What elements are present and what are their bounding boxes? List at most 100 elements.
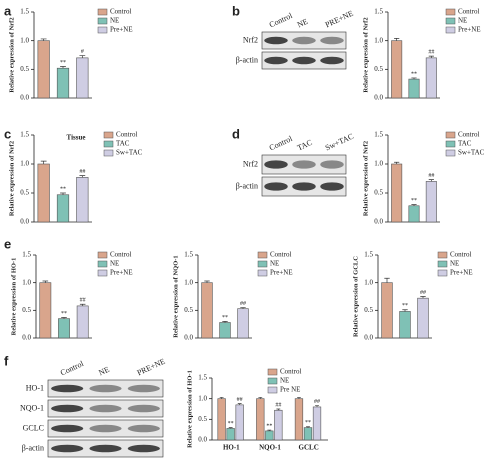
- bar: [391, 40, 403, 99]
- error-bar: [402, 309, 408, 312]
- bar: [56, 67, 70, 99]
- significance-label: ##: [428, 50, 434, 56]
- y-axis-label: Relative expression of Nrf2: [8, 17, 15, 92]
- error-bar: [267, 429, 272, 431]
- y-axis-label: Relative expression of Nrf2: [8, 141, 15, 216]
- legend-swatch: [437, 251, 448, 259]
- error-bar: [297, 397, 301, 399]
- significance-label: **: [60, 186, 66, 192]
- blot-band: [292, 36, 316, 45]
- legend-swatch: [97, 260, 108, 268]
- blot-band: [51, 404, 84, 413]
- error-bar: [228, 427, 233, 429]
- legend-label: Control: [110, 251, 131, 259]
- legend-swatch: [267, 386, 278, 394]
- panel-label: e: [4, 236, 11, 251]
- legend-label: Pre+NE: [110, 26, 133, 34]
- y-axis-label: Relative expression of Nrf2: [362, 17, 369, 92]
- significance-label: ##: [79, 169, 85, 175]
- y-tick-label: 1.0: [20, 36, 29, 44]
- error-bar: [60, 66, 66, 69]
- significance-label: **: [266, 423, 272, 429]
- error-bar: [420, 296, 426, 299]
- bar: [76, 57, 89, 99]
- legend-label: NE: [458, 17, 467, 25]
- bar: [217, 398, 226, 441]
- significance-label: **: [228, 421, 234, 427]
- significance-label: **: [60, 60, 66, 66]
- row-label: β-actin: [236, 181, 258, 190]
- legend-label: Control: [110, 8, 131, 16]
- significance-label: ##: [80, 298, 86, 304]
- legend-label: Pre+NE: [110, 269, 133, 277]
- legend-label: NE: [280, 377, 289, 385]
- y-tick-label: 0.5: [374, 65, 383, 73]
- legend-label: Control: [280, 368, 301, 376]
- blot-band: [320, 160, 344, 169]
- legend-label: Pre+NE: [270, 269, 293, 277]
- blot-band: [51, 384, 84, 393]
- bar: [425, 57, 437, 99]
- row-label: Nrf2: [243, 35, 258, 44]
- y-tick-label: 0.0: [22, 334, 31, 342]
- blot-band: [264, 56, 288, 65]
- blot-band: [127, 384, 160, 393]
- error-bar: [306, 426, 310, 428]
- significance-label: ##: [420, 290, 426, 296]
- row-label: β-actin: [236, 55, 258, 64]
- significance-label: **: [61, 311, 67, 317]
- y-tick-label: 1.0: [20, 160, 29, 168]
- significance-label: ##: [314, 399, 320, 405]
- bar: [274, 409, 283, 441]
- x-tick-label: GCLC: [299, 444, 319, 452]
- bar: [399, 311, 411, 339]
- bar: [265, 430, 274, 441]
- legend-swatch: [97, 269, 108, 277]
- bar: [408, 205, 420, 223]
- row-label: NQO-1: [20, 403, 44, 412]
- legend-label: NE: [270, 260, 279, 268]
- y-tick-label: 1.0: [184, 278, 193, 286]
- blot-band: [264, 182, 288, 191]
- y-tick-label: 0.5: [20, 189, 29, 197]
- lane-label: Control: [268, 11, 295, 30]
- y-tick-label: 1.5: [198, 374, 207, 382]
- x-tick-label: HO-1: [223, 444, 240, 452]
- lane-label: Control: [268, 134, 295, 153]
- error-bar: [60, 192, 66, 195]
- error-bar: [219, 397, 224, 399]
- legend-label: NE: [110, 17, 119, 25]
- legend-label: Control: [270, 251, 291, 259]
- y-tick-label: 1.5: [20, 131, 29, 139]
- blot-band: [89, 444, 122, 453]
- legend-swatch: [97, 251, 108, 259]
- legend-swatch: [97, 8, 108, 16]
- bar: [294, 398, 304, 441]
- y-tick-label: 1.0: [198, 394, 207, 402]
- panel-label: c: [4, 126, 11, 141]
- y-tick-label: 0.5: [364, 306, 373, 314]
- legend-swatch: [445, 17, 456, 25]
- blot-band: [51, 424, 84, 433]
- lane-label: TAC: [296, 138, 314, 153]
- blot-band: [292, 56, 316, 65]
- blot-band: [89, 384, 122, 393]
- legend-swatch: [445, 149, 456, 157]
- legend-label: Control: [116, 131, 137, 139]
- y-tick-label: 0.5: [20, 65, 29, 73]
- bar: [76, 305, 89, 339]
- lane-label: PRE+NE: [136, 357, 167, 378]
- y-tick-label: 0.0: [364, 334, 373, 342]
- significance-label: ##: [275, 402, 281, 408]
- y-tick-label: 0.0: [20, 94, 29, 102]
- error-bar: [276, 408, 281, 411]
- legend-swatch: [267, 377, 278, 385]
- y-tick-label: 1.0: [374, 160, 383, 168]
- legend-label: Pre NE: [280, 386, 300, 394]
- bar: [37, 163, 50, 223]
- y-tick-label: 1.0: [22, 278, 31, 286]
- error-bar: [428, 55, 434, 58]
- y-tick-label: 0.0: [374, 94, 383, 102]
- panel-label: d: [232, 126, 240, 141]
